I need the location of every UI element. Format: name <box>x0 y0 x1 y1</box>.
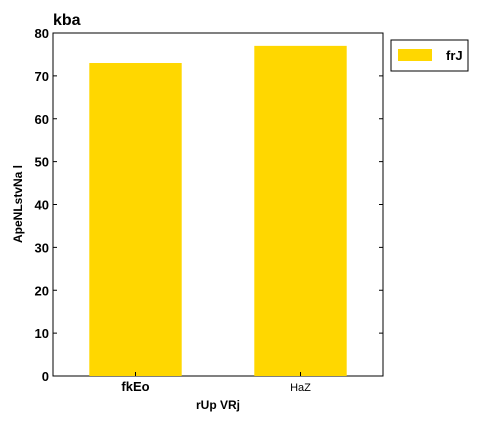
x-axis: fkEo HaZ <box>121 372 311 394</box>
y-tick-label: 80 <box>35 26 49 41</box>
bars-group <box>89 45 347 377</box>
y-tick-label: 10 <box>35 326 49 341</box>
y-tick-label: 30 <box>35 240 49 255</box>
x-tick-label-fkEo: fkEo <box>121 379 149 394</box>
y-tick-label: 60 <box>35 112 49 127</box>
bar-fkEo <box>89 63 182 376</box>
y-tick-label: 40 <box>35 198 49 213</box>
y-axis: 0 10 20 30 40 50 60 70 80 <box>35 26 383 384</box>
y-tick-label: 0 <box>42 369 49 384</box>
y-axis-label: ApeNLstvNa l <box>11 165 25 243</box>
y-tick-label: 20 <box>35 283 49 298</box>
chart-title: kba <box>53 12 81 29</box>
bar-HaZ <box>254 45 347 377</box>
y-tick-label: 70 <box>35 69 49 84</box>
legend-label: frJ <box>446 48 463 63</box>
legend-swatch <box>398 49 432 61</box>
x-axis-label: rUp VRj <box>196 398 240 412</box>
legend: frJ <box>390 39 469 72</box>
x-tick-label-HaZ: HaZ <box>290 382 311 394</box>
y-tick-label: 50 <box>35 155 49 170</box>
